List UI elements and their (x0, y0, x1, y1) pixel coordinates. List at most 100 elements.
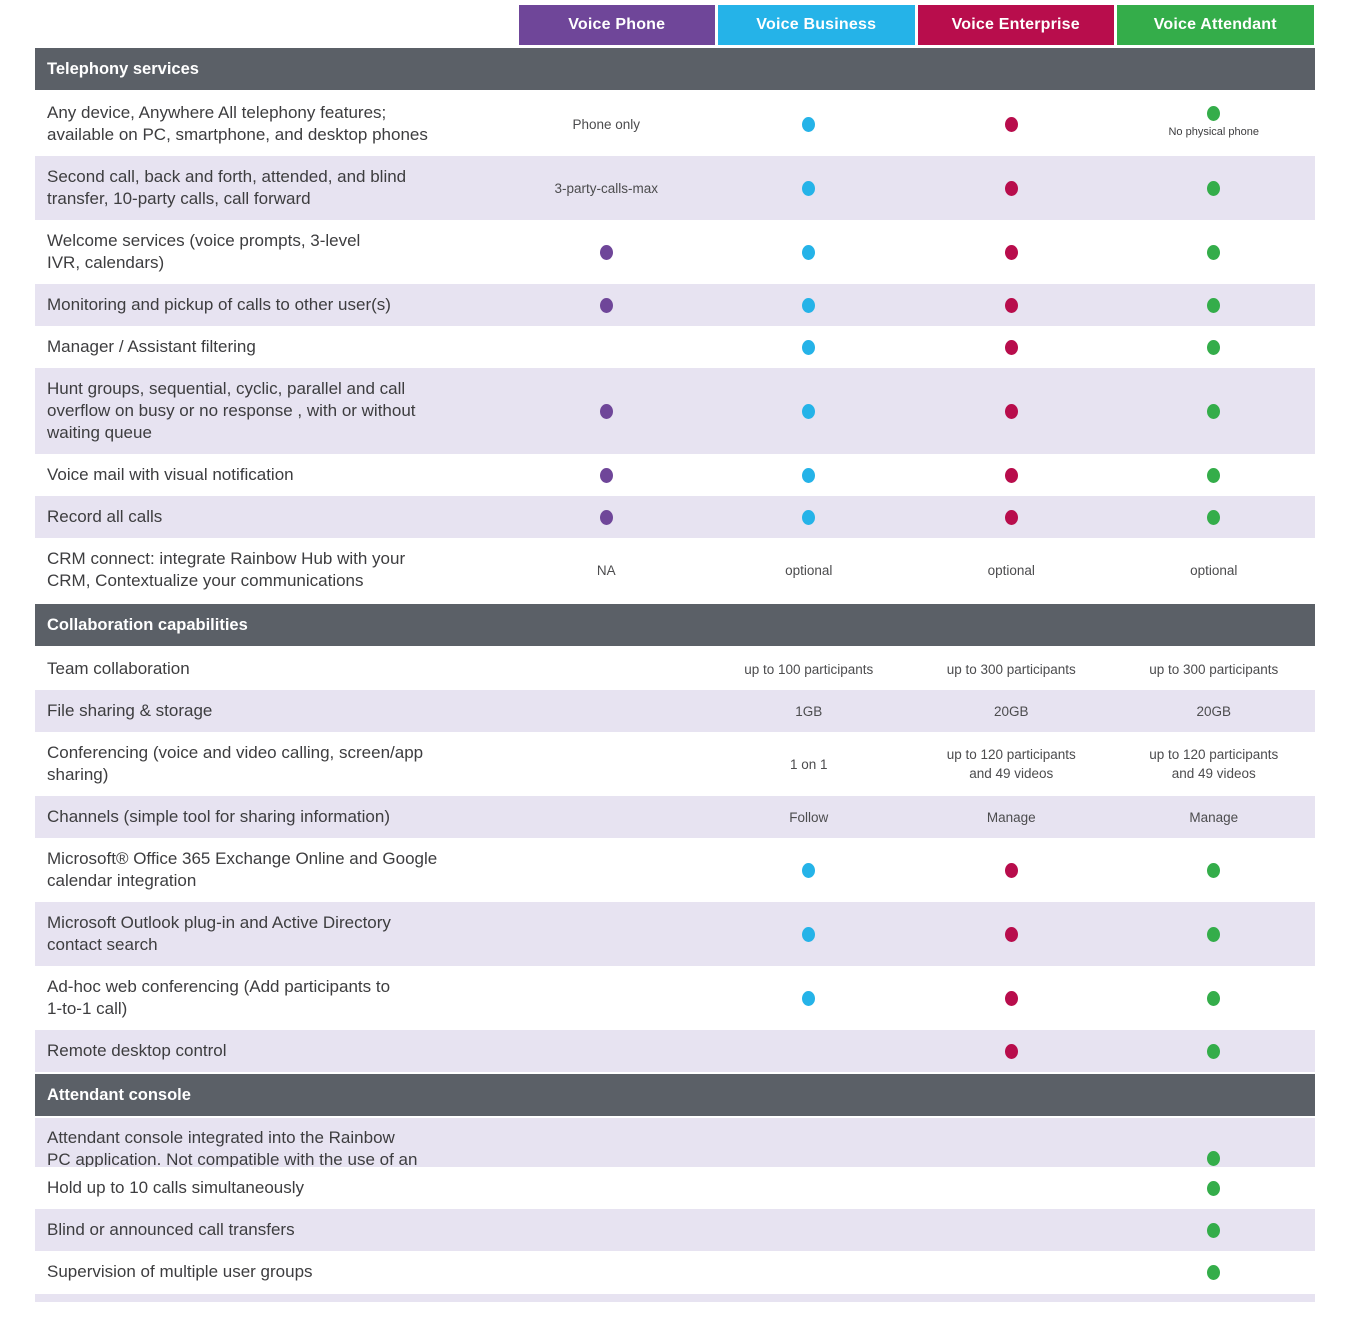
voice-business-availability-dot (802, 990, 816, 1006)
voice-business-availability-dot (802, 116, 816, 132)
feature-label: Microsoft® Office 365 Exchange Online an… (47, 849, 438, 890)
feature-label: CRM connect: integrate Rainbow Hub with … (47, 549, 406, 590)
voice-business-availability-dot (802, 403, 816, 419)
feature-label: Blind or announced call transfers (47, 1220, 295, 1239)
cell-voice-business (708, 1118, 911, 1167)
voice-attendant-availability-dot (1207, 509, 1221, 525)
feature-label: Second call, back and forth, attended, a… (47, 167, 407, 208)
cell-voice-enterprise (910, 496, 1113, 538)
voice-attendant-availability-dot (1207, 990, 1221, 1006)
table-row: Hold up to 10 calls simultaneously (35, 1167, 1315, 1209)
cell-voice-attendant: Manage (1113, 796, 1316, 838)
voice-attendant-availability-dot (1207, 467, 1221, 483)
cell-voice-phone (505, 1167, 708, 1209)
cell-voice-enterprise (910, 326, 1113, 368)
feature-label: Attendant console integrated into the Ra… (47, 1128, 418, 1167)
cell-voice-enterprise (910, 220, 1113, 284)
feature-label: Ad-hoc web conferencing (Add participant… (47, 977, 391, 1018)
voice-enterprise-availability-dot (1004, 467, 1018, 483)
cell-value: Phone only (572, 116, 641, 132)
cell-voice-business: optional (708, 538, 911, 602)
cell-voice-business (708, 1167, 911, 1209)
table-row: Any device, Anywhere All telephony featu… (35, 92, 1315, 156)
table-row: Supervision of multiple user groups (35, 1251, 1315, 1293)
cell-value: Manage (986, 809, 1036, 825)
voice-attendant-availability-dot (1207, 244, 1221, 260)
cell-voice-attendant (1113, 966, 1316, 1030)
voice-business-availability-dot (802, 297, 816, 313)
voice-business-availability-dot (802, 467, 816, 483)
cell-voice-phone (505, 220, 708, 284)
voice-attendant-availability-dot (1207, 180, 1221, 196)
plan-tab-voice-enterprise: Voice Enterprise (917, 5, 1114, 45)
feature-label: File sharing & storage (47, 701, 213, 720)
cell-voice-attendant (1113, 902, 1316, 966)
cell-voice-attendant (1113, 454, 1316, 496)
voice-enterprise-availability-dot (1004, 116, 1018, 132)
section-header-collaboration-capabilities: Collaboration capabilities (35, 604, 1315, 646)
cell-voice-phone (505, 648, 708, 690)
cell-voice-business (708, 92, 911, 156)
voice-business-availability-dot (802, 862, 816, 878)
feature-label: Supervision of multiple user groups (47, 1262, 313, 1281)
cell-voice-phone (505, 1030, 708, 1072)
feature-label: Channels (simple tool for sharing inform… (47, 807, 390, 826)
table-row: Team collaboration up to 100 participants… (35, 648, 1315, 690)
cell-voice-phone (505, 796, 708, 838)
feature-label: Team collaboration (47, 659, 190, 678)
voice-enterprise-availability-dot (1004, 244, 1018, 260)
table-row: Hunt groups, sequential, cyclic, paralle… (35, 368, 1315, 454)
cell-voice-business: 1 on 1 (708, 732, 911, 796)
cell-voice-attendant: up to 120 participants and 49 videos (1113, 732, 1316, 796)
table-row: Record all calls (35, 496, 1315, 538)
cell-voice-phone: Phone only (505, 92, 708, 156)
cell-voice-business (708, 220, 911, 284)
cell-value: optional (1190, 562, 1238, 578)
cell-voice-enterprise (910, 1030, 1113, 1072)
cell-voice-phone (505, 284, 708, 326)
cell-voice-enterprise (910, 92, 1113, 156)
table-row: File sharing & storage 1GB 20GB 20GB (35, 690, 1315, 732)
feature-label: Welcome services (voice prompts, 3-level… (47, 231, 361, 272)
cell-voice-phone (505, 966, 708, 1030)
cell-voice-phone: NA (505, 538, 708, 602)
cell-voice-enterprise (910, 284, 1113, 326)
voice-phone-availability-dot (599, 297, 613, 313)
cell-value: up to 300 participants (1149, 661, 1279, 677)
cell-voice-attendant (1113, 1118, 1316, 1167)
feature-label: Hold up to 10 calls simultaneously (47, 1178, 305, 1197)
cell-voice-enterprise (910, 838, 1113, 902)
cell-value: up to 120 participants and 49 videos (1149, 747, 1279, 781)
cell-voice-attendant: optional (1113, 538, 1316, 602)
cell-voice-phone (505, 326, 708, 368)
plan-tab-voice-phone: Voice Phone (518, 5, 715, 45)
cell-value: up to 100 participants (744, 661, 874, 677)
cell-voice-business (708, 368, 911, 454)
voice-phone-availability-dot (599, 467, 613, 483)
cell-value: 1GB (795, 703, 823, 719)
table-row: Conferencing (voice and video calling, s… (35, 732, 1315, 796)
cell-voice-enterprise (910, 1167, 1113, 1209)
cell-voice-phone (505, 1118, 708, 1167)
plan-header-row: Voice Phone Voice Business Voice Enterpris… (35, 5, 1315, 45)
feature-label: Monitoring and pickup of calls to other … (47, 295, 391, 314)
voice-attendant-availability-dot (1207, 926, 1221, 942)
cell-voice-business (708, 1030, 911, 1072)
table-row: Channels (simple tool for sharing inform… (35, 796, 1315, 838)
cell-voice-attendant (1113, 496, 1316, 538)
cell-value: up to 300 participants (946, 661, 1076, 677)
cell-voice-attendant (1113, 156, 1316, 220)
voice-enterprise-availability-dot (1004, 926, 1018, 942)
cell-value: up to 120 participants and 49 videos (946, 747, 1076, 781)
cell-voice-attendant (1113, 368, 1316, 454)
section-header-attendant-console: Attendant console (35, 1074, 1315, 1116)
cell-voice-attendant: No physical phone (1113, 92, 1316, 156)
cell-voice-business: up to 100 participants (708, 648, 911, 690)
voice-attendant-availability-dot (1207, 403, 1221, 419)
cell-voice-phone (505, 690, 708, 732)
cell-voice-business (708, 838, 911, 902)
plan-tab-voice-attendant: Voice Attendant (1117, 5, 1314, 45)
voice-attendant-availability-dot (1207, 1043, 1221, 1059)
plan-header-spacer (35, 5, 517, 45)
cell-voice-attendant (1113, 838, 1316, 902)
